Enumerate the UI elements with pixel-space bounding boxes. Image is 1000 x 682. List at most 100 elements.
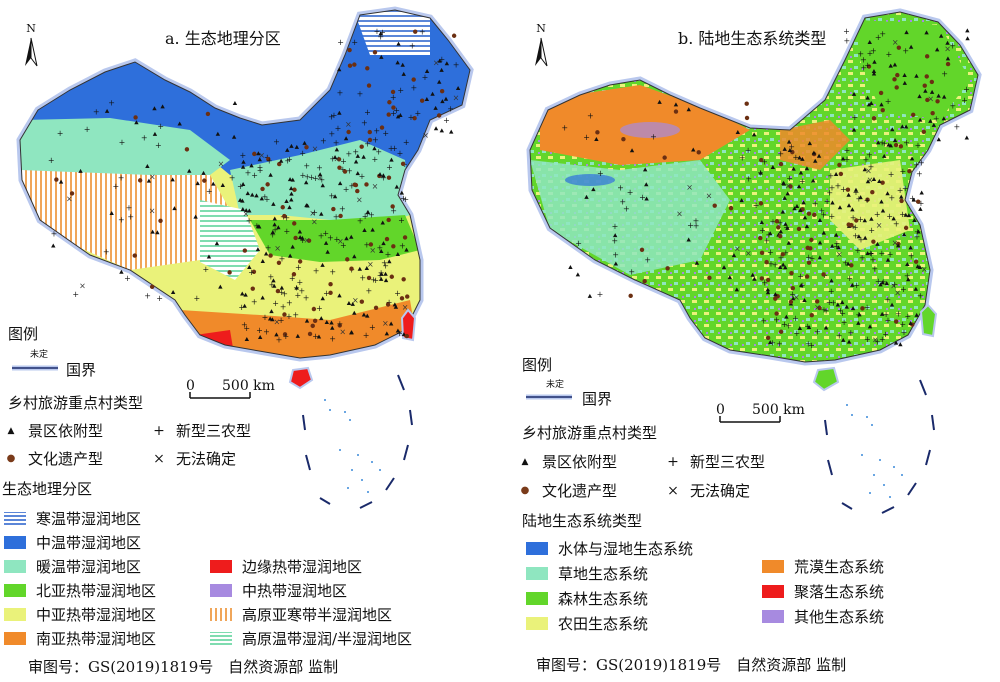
border-label: 国界 [582,390,613,408]
agri-village-mark: + [294,291,301,300]
agri-village-mark: + [776,340,783,349]
unknown-village-mark: × [274,244,281,253]
agri-village-mark: + [650,133,657,142]
scenic-village-mark [392,302,398,307]
agri-village-mark: + [848,328,855,337]
scenic-village-mark [906,277,911,282]
scenic-village-mark [908,44,914,49]
scenic-village-mark [758,170,763,175]
agri-village-mark: + [318,231,325,240]
heritage-village-mark [391,105,396,110]
heritage-village-mark [922,83,927,88]
heritage-village-mark [202,178,207,183]
scenic-village-mark [78,168,83,173]
scenic-village-mark [349,234,354,239]
heritage-village-mark [838,171,844,177]
heritage-village-mark [390,89,396,95]
scenic-village-mark [378,31,383,36]
agri-village-mark: + [335,124,342,133]
unknown-village-mark: × [367,260,374,269]
unknown-village-mark: × [944,44,951,53]
legend-swatch [210,584,232,597]
legend-village-agri: + 新型三农型 [664,451,765,472]
heritage-village-mark [924,54,930,59]
scenic-village-mark [218,284,223,289]
agri-village-mark: + [839,309,846,318]
scenic-village-mark [802,215,808,220]
legend-title: 图例 [522,356,553,374]
scenic-village-mark [889,302,895,307]
scenic-village-mark [964,135,970,140]
heritage-village-mark [759,250,765,256]
agri-village-mark: + [391,144,398,153]
scenic-village-mark [276,225,281,230]
unknown-village-mark: × [867,176,874,185]
heritage-village-mark [297,259,303,264]
agri-village-mark: + [913,160,920,169]
scenic-village-mark [364,265,370,270]
unknown-village-mark: × [453,94,460,103]
dot-icon: ● [6,453,16,464]
agri-village-mark: + [248,268,255,277]
heritage-village-mark [789,271,794,276]
agri-village-mark: + [261,192,268,201]
unknown-village-mark: × [734,244,741,253]
agri-village-mark: + [840,185,847,194]
agri-village-mark: + [156,294,163,303]
heritage-village-mark [412,116,417,121]
scenic-village-mark [288,186,294,191]
map-title: a. 生态地理分区 [165,29,281,48]
legend-zone-label: 寒温带湿润地区 [36,510,142,528]
agri-village-mark: + [364,210,371,219]
scenic-village-mark [352,310,357,315]
agri-village-mark: + [265,243,272,252]
agri-village-mark: + [835,181,842,190]
agri-village-mark: + [899,210,906,219]
scenic-village-mark [58,179,64,184]
scenic-village-mark [270,229,276,234]
scenic-village-mark [965,28,970,33]
agri-village-mark: + [893,219,900,228]
scenic-village-mark [928,118,933,123]
heritage-village-mark [870,190,875,195]
agri-village-mark: + [262,313,269,322]
heritage-village-mark [935,99,940,104]
cross-icon: × [153,450,165,467]
heritage-village-mark [293,235,298,241]
unknown-village-mark: × [149,173,156,182]
scenic-village-mark [290,244,295,249]
heritage-village-mark [778,329,784,334]
heritage-village-mark [275,288,281,294]
agri-village-mark: + [879,335,886,344]
scenic-village-mark [195,181,200,186]
agri-village-mark: + [904,271,911,280]
heritage-village-mark [386,112,391,117]
agri-village-mark: + [322,229,329,238]
scenic-village-mark [319,211,324,216]
legend-zone-item: 高原温带湿润/半湿润地区 [210,628,412,649]
agri-village-mark: + [961,96,968,105]
agri-village-mark: + [399,242,406,251]
scenic-village-mark [727,275,733,280]
heritage-village-mark [405,294,410,299]
scenic-village-mark [160,104,165,109]
agri-village-mark: + [915,141,922,150]
agri-village-mark: + [693,221,700,230]
unknown-village-mark: × [686,183,693,192]
agri-village-mark: + [583,133,590,142]
agri-village-mark: + [897,186,904,195]
scenic-village-mark [807,141,812,146]
heritage-village-mark [817,305,822,311]
south-sea-islands [846,404,903,498]
unknown-village-mark: × [312,145,319,154]
scenic-village-mark [796,184,802,189]
scenic-village-mark [206,254,212,259]
scenic-village-mark [294,144,300,149]
legend-swatch [4,512,26,525]
map-title: b. 陆地生态系统类型 [678,29,827,48]
agri-village-mark: + [373,127,380,136]
scenic-village-mark [813,158,818,163]
scenic-village-mark [773,292,778,297]
scenic-village-mark [444,61,450,66]
agri-village-mark: + [340,241,347,250]
